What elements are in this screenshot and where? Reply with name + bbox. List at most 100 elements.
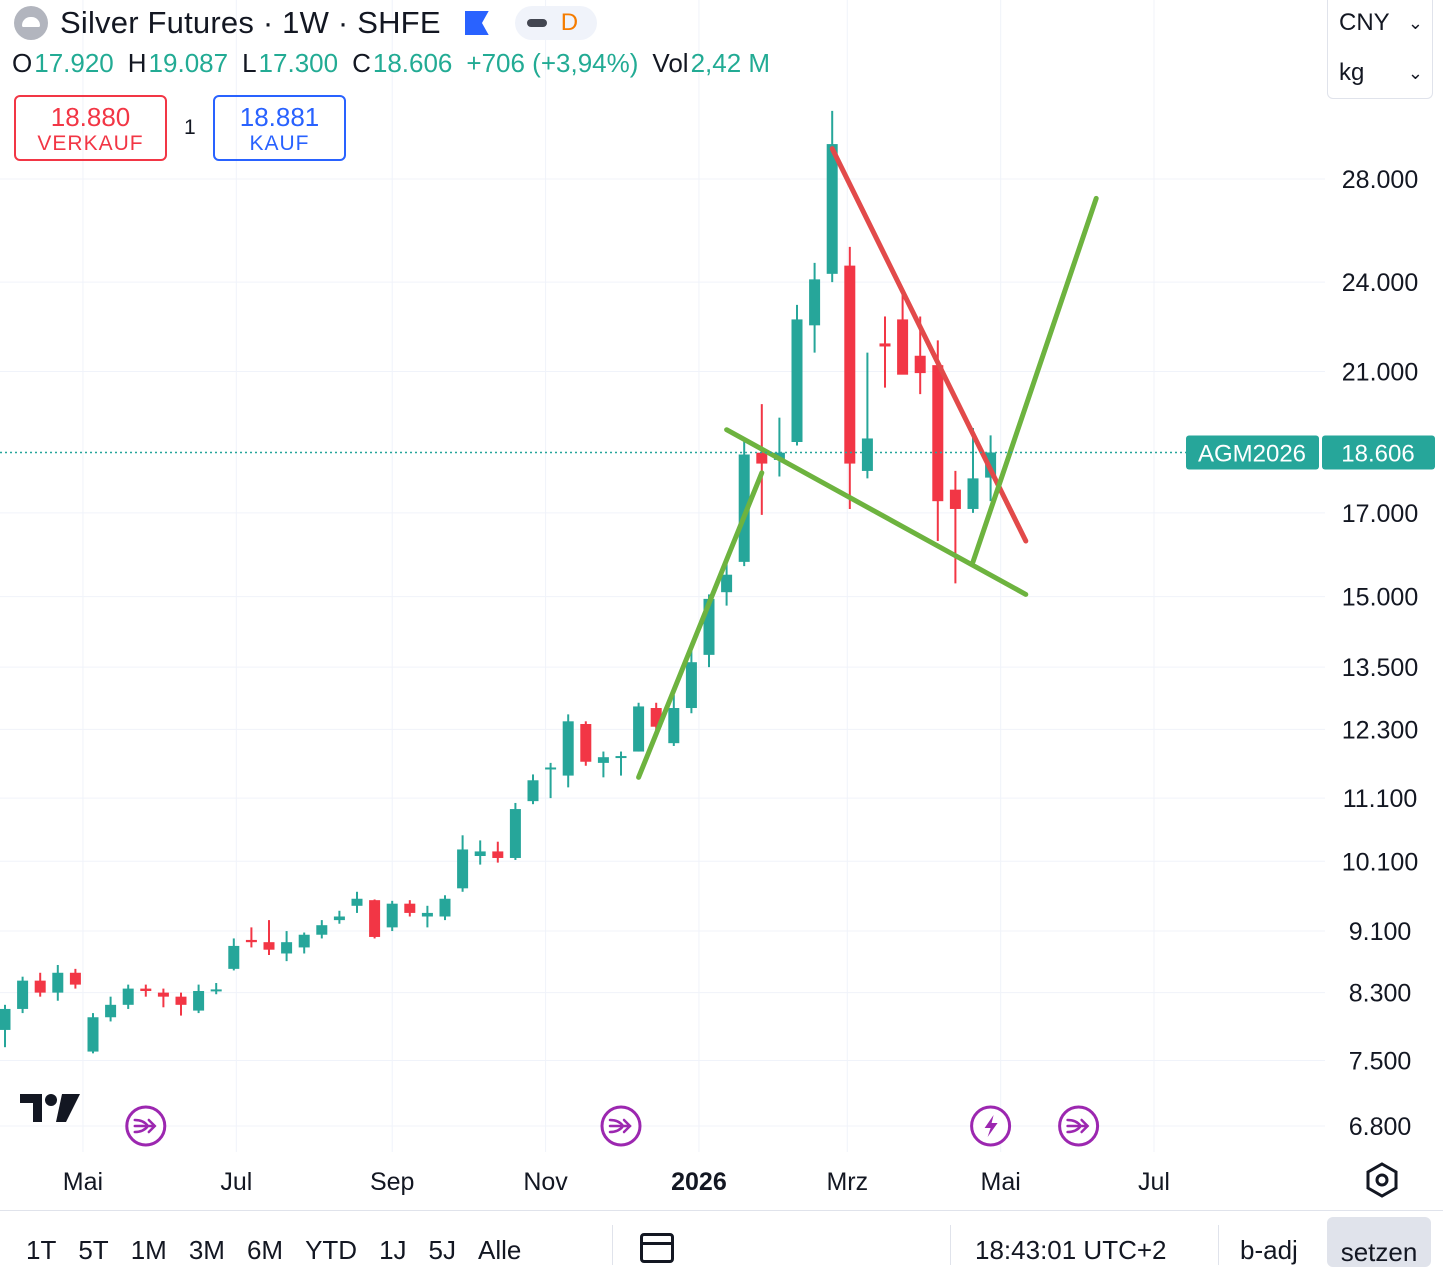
candles-layer (0, 110, 997, 1054)
y-tick-label: 11.100 (1343, 785, 1418, 813)
minus-icon (526, 19, 547, 27)
candle (210, 983, 222, 995)
price-axis[interactable]: 28.000 24.000 21.000 17.000 15.000 13.500 12.3… (1342, 166, 1418, 1141)
y-tick-label: 9.100 (1349, 918, 1412, 946)
delayed-badge: D (560, 9, 579, 36)
axis-selectors-box (1327, 0, 1433, 99)
candle-body (122, 988, 134, 1005)
chart-header: Silver Futures · 1W · SHFE D (14, 2, 597, 44)
candle-body (791, 319, 803, 442)
last-price-marker: AGM2026 18.606 (0, 435, 1435, 470)
ohlc-value: 17.920 (34, 48, 114, 78)
candle (861, 352, 873, 479)
candle-body (404, 903, 416, 913)
candle (967, 427, 979, 513)
candle-body (668, 708, 680, 744)
candle-body (105, 1004, 117, 1018)
candle (844, 246, 856, 509)
candle (615, 751, 627, 776)
candle-body (492, 851, 504, 858)
candle-body (0, 1008, 11, 1030)
candle-body (351, 898, 363, 906)
candle (668, 694, 680, 746)
y-tick-label: 28.000 (1342, 166, 1418, 194)
adj-toggle[interactable]: b-adj (1240, 1235, 1298, 1265)
candle-body (650, 708, 662, 727)
buy-button[interactable]: 18.881 KAUF (213, 95, 346, 161)
candle (34, 972, 46, 997)
flag-icon[interactable] (464, 11, 489, 35)
candle (193, 984, 205, 1014)
price-chart[interactable]: 28.000 24.000 21.000 17.000 15.000 13.500 12.3… (0, 0, 1443, 1210)
candle (809, 262, 821, 353)
range-button[interactable]: 5T (78, 1235, 109, 1265)
candle-body (281, 942, 293, 954)
range-button[interactable]: 1J (379, 1235, 407, 1265)
y-tick-label: 7.500 (1349, 1047, 1412, 1075)
range-button[interactable]: 5J (428, 1235, 456, 1265)
event-markers[interactable] (125, 1105, 1100, 1147)
range-button[interactable]: 1M (130, 1235, 167, 1265)
candle-body (861, 438, 873, 471)
dividend-event-icon[interactable] (970, 1105, 1012, 1147)
delayed-data-pill[interactable]: D (514, 6, 597, 40)
y-tick-label: 10.100 (1342, 848, 1418, 876)
split-event-icon[interactable] (125, 1105, 167, 1147)
range-button[interactable]: 1T (26, 1235, 57, 1265)
range-button[interactable]: YTD (305, 1235, 358, 1265)
candle (404, 900, 416, 917)
y-tick-label: 13.500 (1342, 654, 1418, 682)
candle-body (738, 454, 750, 562)
split-event-icon[interactable] (600, 1105, 642, 1147)
x-tick-label: Jul (220, 1168, 252, 1196)
trendline-drawings[interactable] (636, 146, 1099, 780)
x-tick-label: Nov (523, 1168, 568, 1196)
candle-body (228, 945, 240, 969)
candle-body (721, 574, 733, 593)
unit-select[interactable]: kg ⌄ (1331, 50, 1431, 96)
tradingview-logo-icon[interactable] (18, 1090, 82, 1126)
candle (474, 840, 486, 865)
candle-body (87, 1017, 99, 1052)
candle-body (175, 996, 187, 1005)
candle (826, 110, 838, 283)
clock-time[interactable]: 18:43:01 UTC+2 (975, 1235, 1167, 1265)
x-tick-label: Mai (63, 1168, 103, 1196)
candle-body (386, 903, 398, 928)
ohlc-key: H (127, 48, 147, 78)
y-tick-label: 6.800 (1349, 1113, 1412, 1141)
trendline-green[interactable] (970, 195, 1099, 565)
setzen-button[interactable]: setzen (1327, 1217, 1431, 1267)
split-event-icon[interactable] (1058, 1105, 1100, 1147)
candle (527, 774, 539, 805)
y-tick-label: 17.000 (1342, 500, 1418, 528)
price-tag-bg (1322, 435, 1435, 470)
symbol-title[interactable]: Silver Futures · 1W · SHFE (60, 5, 441, 40)
candle-body (844, 265, 856, 464)
currency-value: CNY (1339, 9, 1390, 36)
currency-select[interactable]: CNY ⌄ (1331, 0, 1431, 46)
candle (263, 920, 275, 956)
candle (245, 927, 257, 948)
candle (509, 802, 521, 860)
range-button[interactable]: 3M (188, 1235, 225, 1265)
candle (69, 968, 81, 989)
candle-body (597, 757, 609, 763)
candle-body (140, 988, 152, 992)
candle (439, 895, 451, 921)
split-arrow-icon (133, 1118, 157, 1134)
settings-gear-icon[interactable] (1362, 1160, 1402, 1200)
range-button[interactable]: 6M (246, 1235, 284, 1265)
sell-label: VERKAUF (37, 132, 144, 155)
range-button[interactable]: Alle (478, 1235, 522, 1265)
candle-body (756, 452, 768, 464)
time-axis[interactable]: rzMaiJulSepNov2026MrzMaiJul (0, 1168, 1170, 1196)
candle (562, 714, 574, 788)
trendline-green[interactable] (724, 427, 1029, 597)
trendline-green[interactable] (636, 470, 765, 780)
ohlc-legend: O 17.920 H 19.087 L 17.300 C 18.606 +706 (+3,94%… (12, 48, 784, 79)
sell-button[interactable]: 18.880 VERKAUF (14, 95, 167, 161)
candle (932, 340, 944, 542)
trendline-red[interactable] (829, 146, 1029, 544)
y-tick-label: 15.000 (1342, 584, 1418, 612)
